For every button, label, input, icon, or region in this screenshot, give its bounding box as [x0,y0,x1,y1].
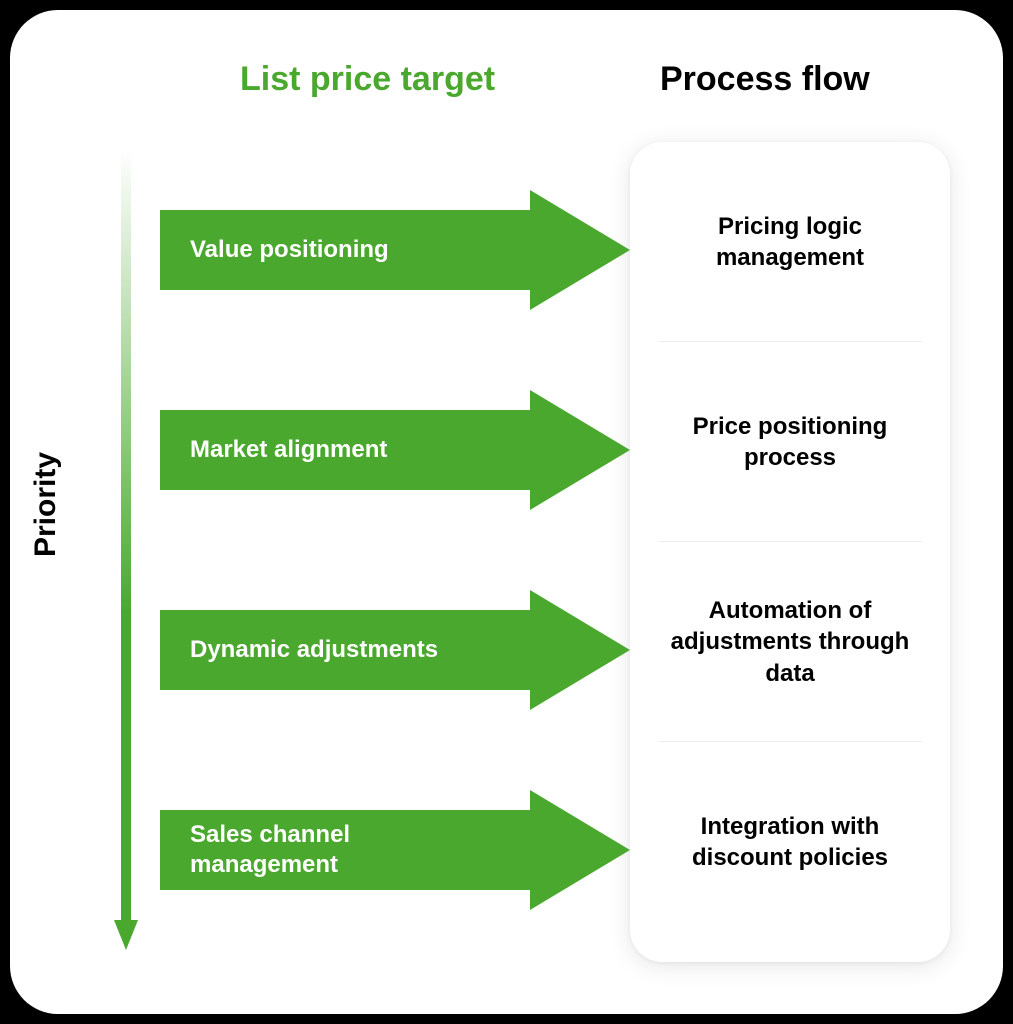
header-process-flow: Process flow [660,60,870,99]
target-arrow: Dynamic adjustments [160,590,630,710]
target-label: Dynamic adjustments [190,635,500,665]
target-arrow: Sales channel management [160,790,630,910]
target-label: Market alignment [190,435,500,465]
target-label: Value positioning [190,235,500,265]
header-list-price-target: List price target [240,60,495,99]
target-arrows-column: Value positioning Market alignment Dynam… [160,150,960,950]
target-arrow: Market alignment [160,390,630,510]
diagram-card: List price target Process flow Priority … [10,10,1003,1014]
target-row: Market alignment [160,350,960,550]
target-arrow: Value positioning [160,190,630,310]
priority-axis-label: Priority [29,452,63,557]
target-row: Sales channel management [160,750,960,950]
target-row: Dynamic adjustments [160,550,960,750]
target-row: Value positioning [160,150,960,350]
priority-arrow-icon [114,150,138,950]
target-label: Sales channel management [190,820,500,880]
